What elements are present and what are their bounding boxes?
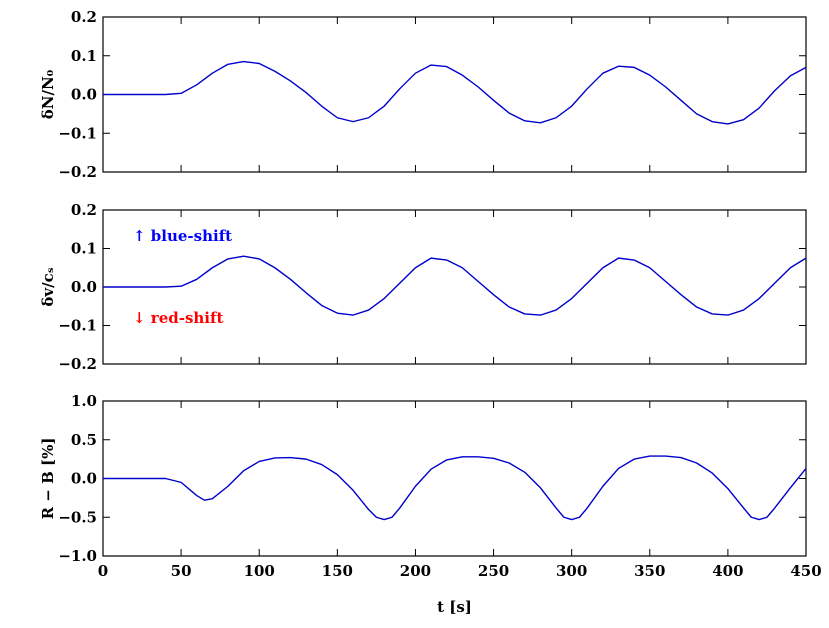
y-axis-label: R − B [%] — [39, 438, 57, 520]
x-axis-label: t [s] — [437, 598, 472, 616]
plot-frame — [102, 16, 807, 173]
y-axis-label: δv/cₛ — [39, 267, 57, 306]
y-tick-label: −1.0 — [58, 547, 97, 565]
x-tick-label: 350 — [634, 562, 665, 580]
x-tick-label: 250 — [478, 562, 509, 580]
annotation: ↓ red-shift — [133, 309, 223, 327]
y-tick-label: −0.2 — [58, 163, 97, 181]
y-tick-label: −0.5 — [58, 508, 97, 526]
y-tick-label: −0.2 — [58, 355, 97, 373]
subplot: −0.2 −0.1 0.0 0.1 0.2 δN/N₀ — [39, 8, 807, 181]
plot-frame — [102, 400, 807, 557]
y-tick-label: 0.0 — [71, 278, 97, 296]
annotation: ↑ blue-shift — [133, 227, 232, 245]
y-tick-label: −0.1 — [58, 124, 97, 142]
y-tick-label: 1.0 — [71, 392, 97, 410]
data-line — [103, 255, 807, 316]
y-axis-label: δN/N₀ — [39, 69, 57, 119]
y-tick-label: 0.0 — [71, 86, 97, 104]
y-tick-label: 0.2 — [71, 201, 97, 219]
y-tick-label: 0.0 — [71, 470, 97, 488]
x-tick-label: 0 — [98, 562, 108, 580]
y-tick-label: 0.5 — [71, 431, 97, 449]
x-tick-label: 50 — [171, 562, 192, 580]
x-tick-label: 200 — [400, 562, 431, 580]
y-tick-label: −0.1 — [58, 317, 97, 335]
x-tick-label: 150 — [322, 562, 353, 580]
data-line — [103, 455, 807, 521]
subplot: −1.0 −0.5 0.0 0.5 1.0 0 50 100 150 200 250 300 350 40… — [39, 392, 822, 616]
y-tick-label: 0.2 — [71, 8, 97, 26]
x-tick-label: 100 — [244, 562, 275, 580]
y-tick-label: 0.1 — [71, 47, 97, 65]
x-tick-label: 450 — [790, 562, 821, 580]
data-line — [103, 60, 807, 125]
subplot: −0.2 −0.1 0.0 0.1 0.2 δv/cₛ ↑ blue-shift ↓ red-… — [39, 201, 807, 373]
x-tick-label: 300 — [556, 562, 587, 580]
y-tick-label: 0.1 — [71, 240, 97, 258]
x-tick-label: 400 — [712, 562, 743, 580]
